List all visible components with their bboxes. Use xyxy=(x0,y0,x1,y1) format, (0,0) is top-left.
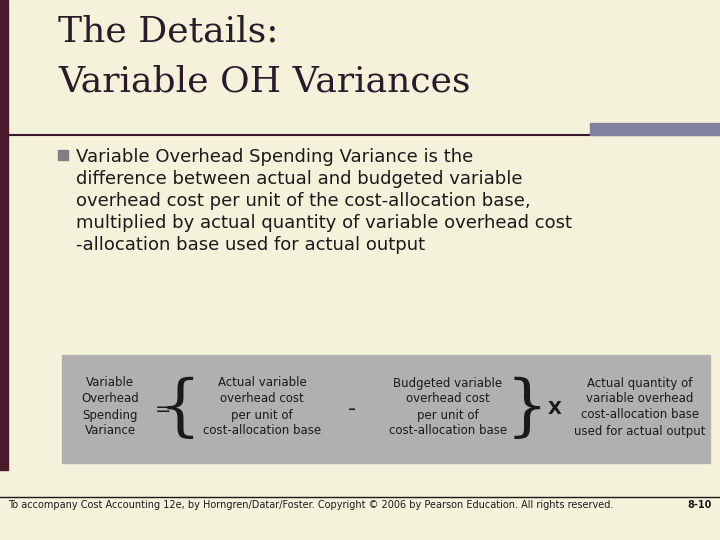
Text: To accompany Cost Accounting 12e, by Horngren/Datar/Foster. Copyright © 2006 by : To accompany Cost Accounting 12e, by Hor… xyxy=(8,500,613,510)
Bar xyxy=(58,150,68,160)
Text: Variable OH Variances: Variable OH Variances xyxy=(58,65,470,99)
Text: =: = xyxy=(155,400,171,419)
Text: Budgeted variable
overhead cost
per unit of
cost-allocation base: Budgeted variable overhead cost per unit… xyxy=(389,376,507,437)
Text: multiplied by actual quantity of variable overhead cost: multiplied by actual quantity of variabl… xyxy=(76,214,572,232)
Text: overhead cost per unit of the cost-allocation base,: overhead cost per unit of the cost-alloc… xyxy=(76,192,531,210)
Bar xyxy=(590,123,720,135)
Text: }: } xyxy=(505,376,548,442)
Text: -: - xyxy=(348,399,356,419)
Bar xyxy=(62,355,710,463)
Text: -allocation base used for actual output: -allocation base used for actual output xyxy=(76,236,425,254)
Text: Actual variable
overhead cost
per unit of
cost-allocation base: Actual variable overhead cost per unit o… xyxy=(203,376,321,437)
Text: Actual quantity of
variable overhead
cost-allocation base
used for actual output: Actual quantity of variable overhead cos… xyxy=(575,376,706,437)
Text: Variable Overhead Spending Variance is the: Variable Overhead Spending Variance is t… xyxy=(76,148,473,166)
Text: 8-10: 8-10 xyxy=(688,500,712,510)
Text: {: { xyxy=(158,376,202,442)
Text: difference between actual and budgeted variable: difference between actual and budgeted v… xyxy=(76,170,523,188)
Text: Variable
Overhead
Spending
Variance: Variable Overhead Spending Variance xyxy=(81,376,139,437)
Text: X: X xyxy=(548,400,562,418)
Text: The Details:: The Details: xyxy=(58,15,279,49)
Bar xyxy=(0,0,8,470)
